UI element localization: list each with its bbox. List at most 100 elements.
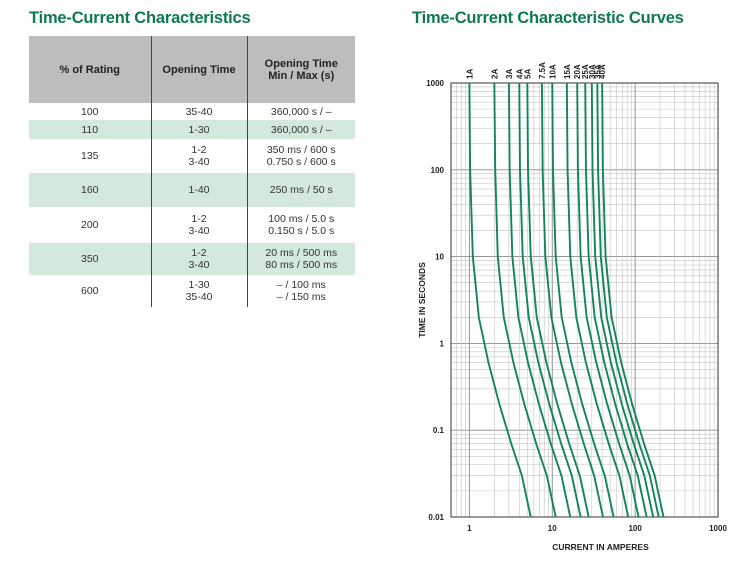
table-row: 135 1-2 3-40 350 ms / 600 s 0.750 s / 600 s xyxy=(29,139,355,173)
cell-min-max: 360,000 s / – xyxy=(246,120,355,139)
curve-3a xyxy=(507,82,572,518)
header-min-max-line2: Min / Max (s) xyxy=(268,69,335,82)
curve-10a xyxy=(551,82,615,518)
y-tick-label: 1000 xyxy=(426,79,444,88)
table-row: 200 1-2 3-40 100 ms / 5.0 s 0.150 s / 5.0 s xyxy=(29,207,355,243)
cell-min-max-value: 360,000 s / – xyxy=(270,123,332,136)
curve-label: 7.5A xyxy=(538,62,547,79)
curve-30a xyxy=(590,82,655,518)
curve-15a xyxy=(565,82,630,518)
table-title: Time-Current Characteristics xyxy=(29,9,251,27)
header-rating: % of Rating xyxy=(29,36,151,103)
cell-rating-value: 350 xyxy=(80,253,99,265)
cell-opening-time: 1-2 3-40 xyxy=(150,207,247,243)
time-current-table: % of Rating Opening Time Opening Time Mi… xyxy=(29,36,355,307)
table-row: 350 1-2 3-40 20 ms / 500 ms 80 ms / 500 ms xyxy=(29,243,355,275)
x-tick-label: 1 xyxy=(467,524,472,533)
y-tick-label: 1 xyxy=(440,339,445,348)
curve-label: 2A xyxy=(490,69,499,79)
curve-label: 15A xyxy=(563,64,572,79)
cell-opening-time: 1-2 3-40 xyxy=(150,139,247,173)
plot-frame xyxy=(450,82,719,518)
x-tick-label: 100 xyxy=(628,524,642,533)
table-body: 100 35-40 360,000 s / – 110 1-30 360,000 s / … xyxy=(29,103,355,307)
cell-opening-time-value: 35-40 xyxy=(185,105,213,118)
cell-rating: 600 xyxy=(29,275,151,307)
cell-min-max-value: 250 ms / 50 s xyxy=(269,184,333,196)
cell-min-max-value: 100 ms / 5.0 s xyxy=(268,213,335,225)
curve-40a xyxy=(601,82,665,518)
chart-title: Time-Current Characteristic Curves xyxy=(412,9,684,27)
cell-opening-time-value: 1-30 xyxy=(188,279,210,291)
cell-rating: 100 xyxy=(29,103,151,120)
curve-20a xyxy=(576,82,640,518)
curve-label: 10A xyxy=(548,64,557,79)
cell-opening-time: 1-30 xyxy=(150,120,247,139)
cell-opening-time-value: 1-2 xyxy=(191,213,207,225)
cell-opening-time-value: 1-2 xyxy=(191,144,207,156)
table-row: 600 1-30 35-40– / 100 ms – / 150 ms xyxy=(29,275,355,307)
curve-label: 1A xyxy=(465,69,474,79)
cell-opening-time: 1-40 xyxy=(150,173,247,207)
table-row: 100 35-40 360,000 s / – xyxy=(29,103,355,120)
cell-min-max: 100 ms / 5.0 s 0.150 s / 5.0 s xyxy=(246,207,355,243)
header-opening-time-text: Opening Time xyxy=(162,63,236,76)
curve-label: 4A xyxy=(515,69,524,79)
curve-1a xyxy=(468,82,532,518)
cell-opening-time-value: 1-40 xyxy=(188,184,210,196)
curve-label: 25A xyxy=(581,64,590,79)
cell-rating-value: 135 xyxy=(80,150,99,162)
curve-4a xyxy=(518,82,582,518)
curve-label: 40A xyxy=(598,64,607,79)
cell-min-max-value: 0.150 s / 5.0 s xyxy=(268,225,335,237)
y-tick-label: 10 xyxy=(435,253,444,262)
cell-min-max-value: 360,000 s / – xyxy=(270,105,332,118)
x-tick-label: 10 xyxy=(548,524,557,533)
table-row: 160 1-40 250 ms / 50 s xyxy=(29,173,355,207)
curve-label: 5A xyxy=(523,69,532,79)
y-tick-label: 0.01 xyxy=(428,513,444,522)
cell-rating-value: 100 xyxy=(80,105,99,118)
cell-opening-time-value: 35-40 xyxy=(185,291,213,303)
cell-opening-time-value: 1-2 xyxy=(191,247,207,259)
cell-rating: 350 xyxy=(29,243,151,275)
table-row: 110 1-30 360,000 s / – xyxy=(29,120,355,139)
curve-label: 35A xyxy=(593,64,602,79)
cell-min-max: 250 ms / 50 s xyxy=(246,173,355,207)
y-tick-label: 100 xyxy=(431,166,445,175)
cell-min-max-value: 20 ms / 500 ms xyxy=(265,247,338,259)
cell-min-max-value: 350 ms / 600 s xyxy=(266,144,336,156)
curve-2a xyxy=(493,82,557,518)
cell-rating: 110 xyxy=(29,120,151,139)
cell-opening-time-value: 3-40 xyxy=(188,156,210,168)
x-axis-title: CURRENT IN AMPERES xyxy=(552,542,649,552)
header-rating-text: % of Rating xyxy=(59,63,121,76)
cell-min-max: – / 100 ms – / 150 ms xyxy=(246,275,355,307)
cell-opening-time: 1-2 3-40 xyxy=(150,243,247,275)
curve-35a xyxy=(596,82,660,518)
cell-rating-value: 600 xyxy=(80,285,99,297)
curve-5a xyxy=(526,82,590,518)
cell-opening-time: 35-40 xyxy=(150,103,247,120)
x-tick-label: 1000 xyxy=(709,524,727,533)
cell-rating: 200 xyxy=(29,207,151,243)
cell-opening-time-value: 3-40 xyxy=(188,225,210,237)
table-header-row: % of Rating Opening Time Opening Time Mi… xyxy=(29,36,355,103)
header-min-max-line1: Opening Time xyxy=(264,57,338,70)
cell-rating-value: 110 xyxy=(81,123,99,136)
curve-7-5a xyxy=(540,82,604,518)
cell-rating: 160 xyxy=(29,173,151,207)
cell-min-max-value: – / 100 ms xyxy=(276,279,326,291)
cell-min-max-value: – / 150 ms xyxy=(276,291,326,303)
y-tick-label: 0.1 xyxy=(433,426,445,435)
cell-rating-value: 200 xyxy=(80,219,99,231)
cell-rating: 135 xyxy=(29,139,151,173)
cell-opening-time-value: 1-30 xyxy=(188,123,210,136)
cell-opening-time: 1-30 35-40 xyxy=(150,275,247,307)
header-opening-time: Opening Time xyxy=(150,36,247,103)
cell-min-max: 20 ms / 500 ms 80 ms / 500 ms xyxy=(246,243,355,275)
cell-rating-value: 160 xyxy=(80,184,99,196)
cell-min-max-value: 0.750 s / 600 s xyxy=(266,156,336,168)
cell-min-max: 350 ms / 600 s 0.750 s / 600 s xyxy=(246,139,355,173)
